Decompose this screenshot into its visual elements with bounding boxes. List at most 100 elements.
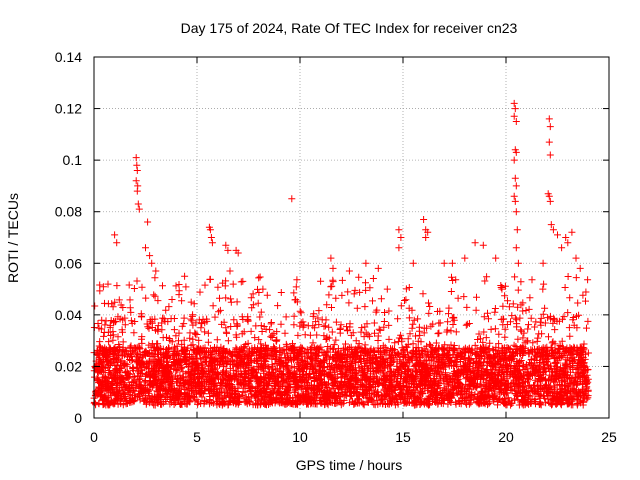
data-point [242,393,250,401]
data-point [267,333,275,341]
data-point [486,351,494,359]
data-point [116,367,123,375]
data-point [347,372,355,380]
data-point [220,352,228,360]
data-point [480,313,488,321]
data-point [245,397,253,405]
data-point [473,357,481,365]
data-point [270,330,278,338]
data-point [215,355,223,363]
data-point [537,399,545,407]
data-point [510,376,518,384]
data-point [216,384,224,392]
data-point [203,315,211,323]
data-point [444,389,452,397]
data-point [313,331,321,339]
data-point [189,387,197,395]
data-point [545,333,552,341]
data-point [150,343,158,351]
data-point [422,356,430,364]
data-point [162,375,170,383]
data-point [196,288,204,296]
data-point [524,325,532,333]
data-point [507,362,515,369]
data-point [194,387,202,395]
data-point [200,355,208,363]
data-point [466,368,474,376]
data-point [114,351,122,359]
data-point [111,298,119,306]
data-point [380,396,388,404]
data-point [393,393,400,401]
data-point [121,361,129,369]
data-point [564,354,572,362]
data-point [573,351,581,358]
data-point [402,377,410,385]
data-point [187,315,195,323]
data-point [443,326,451,334]
data-point [374,337,382,344]
data-point [499,302,507,310]
data-point [570,387,578,395]
data-point [402,384,410,391]
data-point [225,386,233,394]
data-point [233,377,241,385]
data-point [253,356,261,364]
data-point [261,385,269,393]
data-point [344,288,352,296]
data-point [487,325,495,333]
data-point [119,338,127,346]
data-point [380,318,388,325]
data-point [351,286,359,294]
data-point [554,347,562,355]
data-point [537,314,545,322]
data-point [475,330,483,338]
data-point [239,277,247,285]
data-point [393,375,401,383]
data-point [504,394,512,402]
data-point [405,393,413,401]
data-point [100,332,108,340]
data-point [479,338,487,346]
data-point [449,277,457,284]
data-point [328,282,336,290]
data-point [358,324,366,332]
data-point [297,385,305,393]
data-point [454,294,462,302]
data-point [126,304,134,312]
data-point [290,321,298,329]
data-point [485,345,493,353]
data-point [444,400,452,408]
data-point [325,323,333,331]
data-point [344,345,352,353]
data-point [254,299,262,307]
data-point [352,345,360,353]
data-point [459,382,466,390]
data-point [320,349,328,357]
data-point [111,318,119,326]
data-point [551,369,559,377]
data-point [440,387,448,395]
data-point [230,360,238,368]
data-point [106,362,114,369]
data-point [337,351,345,359]
data-point [227,295,235,303]
data-point [292,283,300,291]
data-point [237,379,244,386]
data-point [399,382,407,390]
data-point [501,292,509,300]
data-point [434,330,442,338]
data-point [445,397,453,404]
data-point [382,384,390,392]
data-point [506,371,514,379]
data-point [238,392,246,400]
data-point [177,400,185,408]
data-point [304,399,312,407]
data-point [447,327,455,335]
data-point [158,319,166,327]
data-point [457,358,465,365]
data-point [552,353,560,361]
data-point [215,308,223,316]
data-point [251,344,259,352]
